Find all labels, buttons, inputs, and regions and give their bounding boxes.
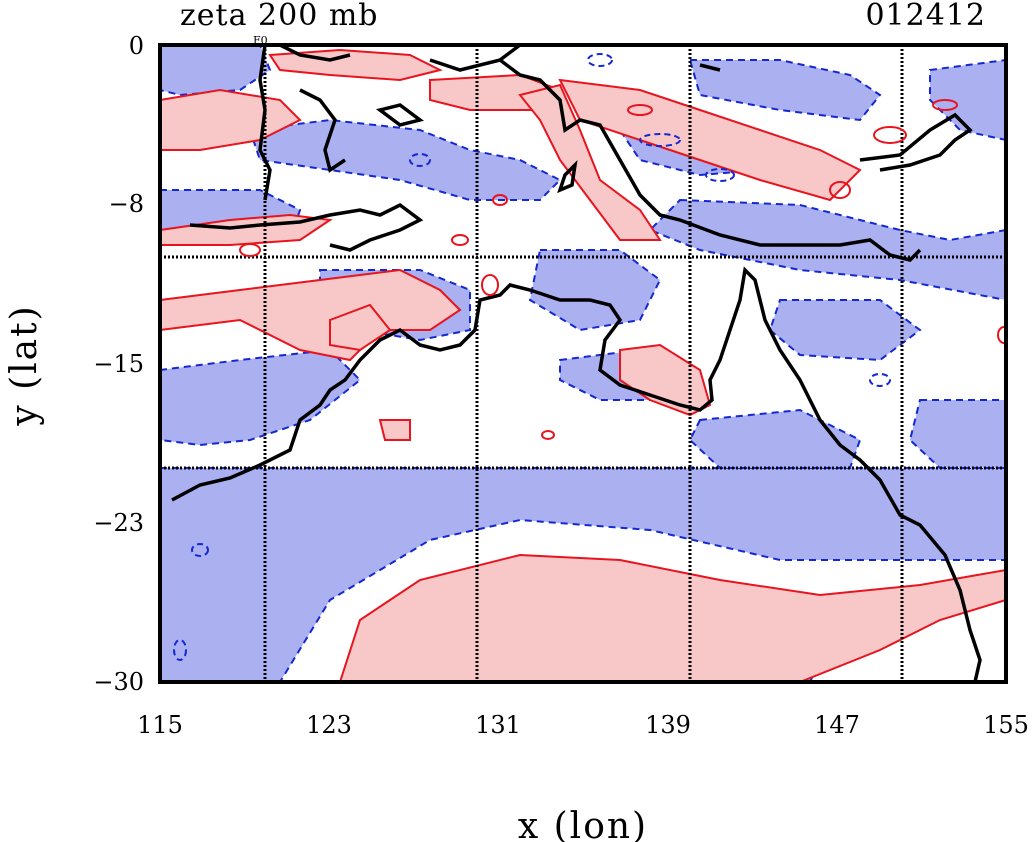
x-tick-label: 123 xyxy=(306,711,352,739)
map-area xyxy=(160,45,1006,682)
y-axis-ticks: 0 −8 −15 −23 −30 xyxy=(93,32,144,696)
y-tick-label: −23 xyxy=(93,509,144,537)
y-tick-label: 0 xyxy=(129,32,144,60)
x-tick-label: 139 xyxy=(645,711,691,739)
x-tick-label: 147 xyxy=(814,711,860,739)
chart-title: zeta 200 mb xyxy=(180,0,379,33)
field-label: F0 xyxy=(253,34,268,47)
x-axis-label: x (lon) xyxy=(518,806,648,842)
y-axis-label: y (lat) xyxy=(4,304,45,426)
y-tick-label: −15 xyxy=(93,350,144,378)
x-tick-label: 131 xyxy=(475,711,521,739)
x-tick-label: 155 xyxy=(983,711,1029,739)
x-tick-label: 115 xyxy=(137,711,183,739)
y-tick-label: −30 xyxy=(93,668,144,696)
plot-frame xyxy=(158,43,1008,684)
y-tick-label: −8 xyxy=(109,190,144,218)
x-axis-ticks: 115 123 131 139 147 155 xyxy=(137,711,1029,739)
timestamp-label: 012412 xyxy=(865,0,986,33)
lat-lon-grid xyxy=(160,45,1006,682)
coastlines xyxy=(171,45,982,682)
small-contour-features xyxy=(173,53,1006,661)
